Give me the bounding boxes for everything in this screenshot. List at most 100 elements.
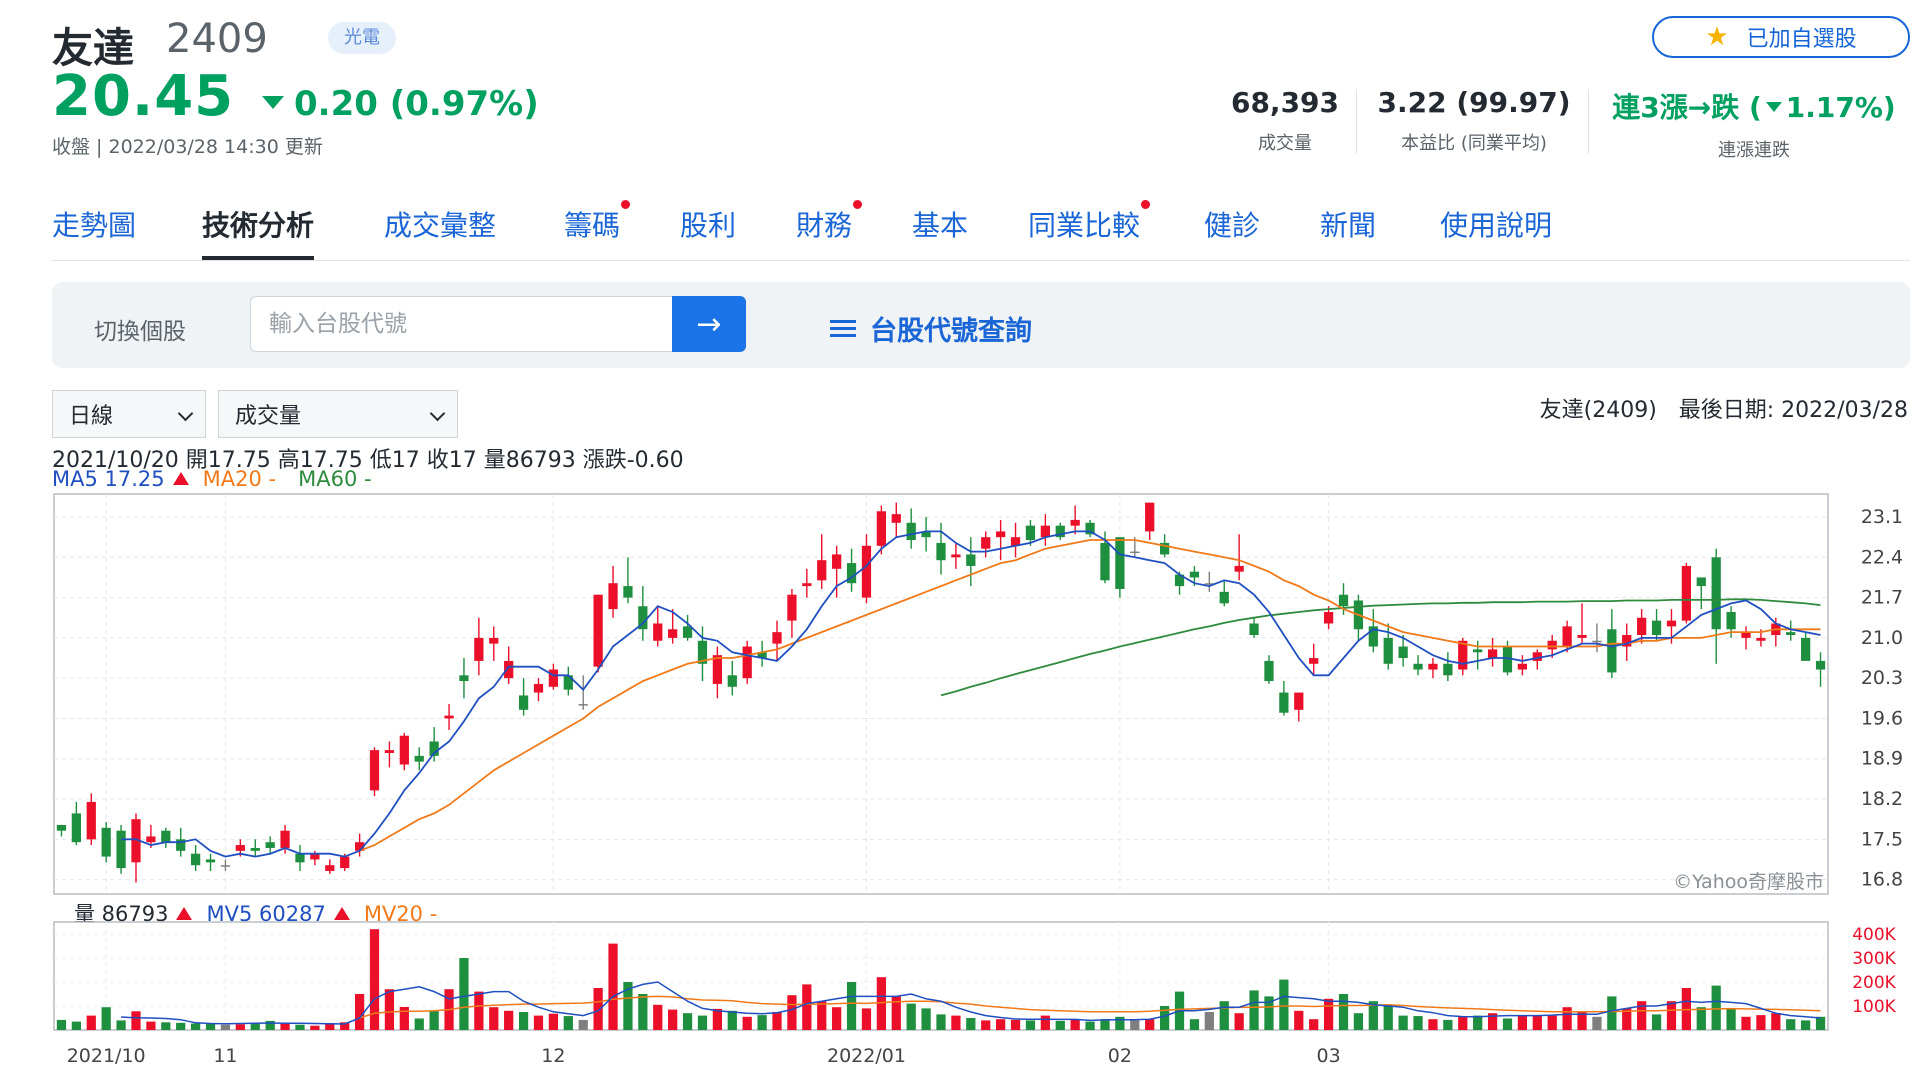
period-value: 日線 (69, 404, 114, 429)
volume-bar (1219, 1001, 1229, 1030)
candle-body (712, 655, 723, 684)
volume-bar (832, 1007, 842, 1030)
volume-bar (1487, 1013, 1498, 1030)
candle-body (832, 554, 842, 569)
tab-basic[interactable]: 基本 (912, 209, 969, 242)
candle-body (1010, 537, 1021, 546)
candle-body (280, 830, 290, 848)
candle-body (936, 542, 946, 561)
candle-body (1681, 565, 1691, 621)
volume-bar (876, 977, 886, 1030)
watchlist-button[interactable]: ★ 已加自選股 (1652, 16, 1910, 58)
candle-body (1189, 571, 1200, 578)
price-tick-label: 16.8 (1861, 869, 1903, 891)
candle-body (951, 554, 961, 558)
ohlc-readout: 2021/10/20 開17.75 高17.75 低17 收17 量86793 … (52, 448, 684, 473)
volume-bar (280, 1023, 290, 1030)
pe-value: 3.22 (99.97) (1377, 86, 1571, 119)
volume-bar (176, 1022, 186, 1030)
tab-trades[interactable]: 成交彙整 (384, 209, 497, 242)
volume-bar (340, 1022, 350, 1030)
candle-body (1413, 663, 1423, 670)
volume-bar (325, 1024, 335, 1030)
candle-body (1487, 649, 1498, 659)
volume-bar (817, 1001, 827, 1030)
candle-body (1383, 637, 1393, 664)
volume-bar (1607, 996, 1617, 1030)
candle-body (220, 865, 231, 867)
last-price: 20.45 (52, 64, 235, 129)
volume-bar (71, 1021, 81, 1030)
volume-bar (1025, 1020, 1036, 1030)
volume-bar (1413, 1016, 1423, 1030)
volume-bar (56, 1019, 67, 1030)
candle-body (429, 741, 439, 756)
search-go-button[interactable]: → (672, 296, 746, 352)
tab-news[interactable]: 新聞 (1320, 209, 1377, 242)
up-arrow-icon (172, 471, 189, 485)
volume-bar (414, 1018, 424, 1030)
candle-body (533, 683, 544, 693)
volume-bar (1294, 1010, 1304, 1030)
volume-bar (86, 1015, 96, 1030)
volume-bar (697, 1015, 708, 1030)
candle-body (325, 865, 335, 871)
volume-tick-label: 300K (1852, 949, 1896, 969)
volume-tick-label: 200K (1852, 973, 1896, 993)
candle-body (861, 545, 872, 598)
volume-bar (1443, 1019, 1453, 1030)
volume-bar (861, 1008, 872, 1030)
candle-body (265, 842, 275, 848)
volume-bar (1115, 1016, 1125, 1030)
volume-bar (966, 1018, 976, 1030)
candle-body (921, 531, 931, 538)
tab-health[interactable]: 健診 (1204, 209, 1261, 242)
volume-bar (1502, 1018, 1513, 1030)
tab-chips[interactable]: 籌碼 (564, 200, 631, 244)
category-badge[interactable]: 光電 (328, 22, 396, 54)
candle-body (1532, 652, 1542, 661)
volume-bar (1741, 1016, 1751, 1030)
volume-bar (608, 943, 618, 1030)
volume-bar (1070, 1019, 1080, 1030)
candle-body (1592, 640, 1602, 643)
volume-bar (146, 1021, 156, 1030)
tab-help[interactable]: 使用說明 (1440, 209, 1553, 242)
volume-bar (161, 1022, 171, 1030)
candle-body (1473, 649, 1483, 653)
ma5-line (121, 530, 1821, 858)
code-lookup-link[interactable]: 台股代號查詢 (830, 309, 1032, 348)
candle-body (354, 842, 365, 851)
period-select[interactable]: 日線 (52, 390, 206, 438)
down-arrow-icon (1765, 102, 1782, 112)
candle-body (1115, 537, 1125, 589)
tab-technical[interactable]: 技術分析 (202, 204, 315, 260)
candle-body (1219, 591, 1229, 604)
list-icon (830, 319, 856, 339)
tab-peers[interactable]: 同業比較 (1028, 200, 1151, 244)
volume-bar (504, 1010, 514, 1030)
volume-bar (1085, 1021, 1095, 1030)
tab-financial[interactable]: 財務 (796, 200, 863, 244)
volume-bar (1771, 1013, 1781, 1030)
price-tick-label: 17.5 (1861, 828, 1903, 850)
volume-bar (846, 982, 857, 1030)
indicator-select[interactable]: 成交量 (218, 390, 458, 438)
candle-body (846, 563, 857, 584)
candle-body (578, 704, 588, 706)
tab-dividend[interactable]: 股利 (680, 209, 737, 242)
volume-bar (1323, 998, 1334, 1030)
volume-bar (1786, 1019, 1796, 1030)
market-status: 收盤 | 2022/03/28 14:30 更新 (52, 136, 323, 158)
volume-bar (772, 1012, 782, 1030)
candle-body (71, 813, 81, 843)
candle-body (1577, 635, 1587, 638)
volume-bar (116, 1020, 126, 1030)
candle-body (1309, 658, 1319, 664)
candle-body (1517, 663, 1528, 670)
volume-bar (742, 1016, 752, 1030)
candle-body (191, 853, 201, 866)
stock-code-input[interactable] (250, 296, 672, 352)
tab-trend[interactable]: 走勢圖 (52, 209, 137, 242)
